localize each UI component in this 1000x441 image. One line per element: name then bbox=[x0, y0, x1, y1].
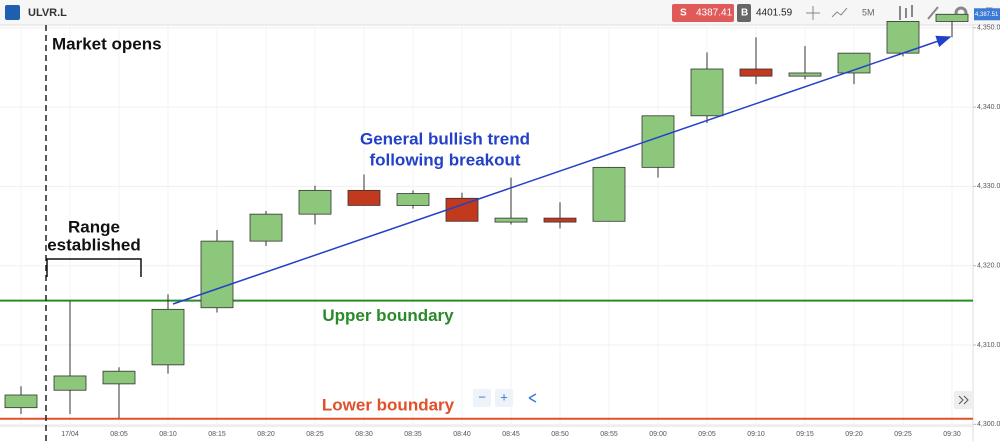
sell-button[interactable] bbox=[672, 4, 734, 22]
share-icon[interactable] bbox=[528, 393, 537, 403]
x-tick-label: 08:50 bbox=[551, 431, 569, 438]
x-tick-label: 09:05 bbox=[698, 431, 716, 438]
candle-body bbox=[935, 13, 969, 22]
range-label: established bbox=[47, 235, 141, 254]
x-tick-label: 08:10 bbox=[159, 431, 177, 438]
plot bbox=[0, 13, 973, 426]
zoom-in-button[interactable] bbox=[495, 389, 513, 407]
candle-body bbox=[739, 68, 773, 77]
market-open-label: Market opens bbox=[52, 34, 162, 53]
x-tick-label: 08:35 bbox=[404, 431, 422, 438]
y-tick-label: 4,330.00 bbox=[977, 183, 1000, 190]
y-tick-label: 4,340.00 bbox=[977, 104, 1000, 111]
sell-label[interactable]: S bbox=[680, 8, 687, 19]
buy-button[interactable] bbox=[737, 4, 751, 22]
y-tick-label: 4,350.00 bbox=[977, 25, 1000, 32]
x-tick-label: 08:55 bbox=[600, 431, 618, 438]
scroll-right-icon[interactable] bbox=[958, 395, 969, 405]
candle-body bbox=[788, 72, 822, 77]
candle-body bbox=[347, 189, 381, 206]
draw-icon[interactable] bbox=[927, 6, 939, 20]
interval[interactable]: 5M bbox=[862, 7, 875, 17]
x-tick-label: 08:40 bbox=[453, 431, 471, 438]
x-tick-label: 09:20 bbox=[845, 431, 863, 438]
candle-body bbox=[53, 375, 87, 391]
zoom-out-button[interactable] bbox=[473, 389, 491, 407]
x-tick-label: 08:05 bbox=[110, 431, 128, 438]
candle-body bbox=[396, 193, 430, 206]
trend-arrow bbox=[172, 35, 952, 305]
trend-label: General bullish trend bbox=[360, 129, 530, 148]
chart-type-icon[interactable] bbox=[899, 5, 913, 20]
range-bracket bbox=[46, 258, 142, 277]
indicator-icon[interactable] bbox=[831, 7, 848, 18]
candle-body bbox=[249, 213, 283, 242]
candle-body bbox=[298, 189, 332, 215]
y-tick-label: 4,310.00 bbox=[977, 342, 1000, 349]
buy-label[interactable]: B bbox=[741, 8, 748, 19]
x-tick-label: 08:30 bbox=[355, 431, 373, 438]
toolbar bbox=[0, 0, 1000, 25]
candle-body bbox=[690, 68, 724, 117]
x-tick-label: 09:25 bbox=[894, 431, 912, 438]
crosshair-icon[interactable] bbox=[806, 6, 820, 20]
candle-body bbox=[592, 166, 626, 222]
logo bbox=[5, 5, 20, 20]
x-tick-label: 09:00 bbox=[649, 431, 667, 438]
zoom-out[interactable]: − bbox=[478, 389, 486, 404]
x-tick-label: 08:20 bbox=[257, 431, 275, 438]
symbol: ULVR.L bbox=[28, 7, 67, 19]
x-tick-label: 17/04 bbox=[61, 431, 79, 438]
candle-body bbox=[543, 217, 577, 223]
boundary-label: Upper boundary bbox=[322, 306, 454, 325]
x-tick-label: 09:15 bbox=[796, 431, 814, 438]
boundary-label: Lower boundary bbox=[322, 395, 455, 414]
y-tick-label: 4,300.00 bbox=[977, 421, 1000, 428]
range-label: Range bbox=[68, 217, 120, 236]
last-price-badge bbox=[974, 8, 1000, 21]
x-tick-label: 08:25 bbox=[306, 431, 324, 438]
candle-body bbox=[200, 240, 234, 309]
x-tick-label: 09:10 bbox=[747, 431, 765, 438]
buy-price[interactable]: 4401.59 bbox=[756, 8, 793, 19]
candle-body bbox=[4, 394, 38, 409]
sell-price[interactable]: 4387.41 bbox=[696, 8, 733, 19]
candle-body bbox=[886, 21, 920, 54]
candle-body bbox=[445, 197, 479, 222]
x-tick-label: 09:30 bbox=[943, 431, 961, 438]
trend-label: following breakout bbox=[369, 150, 520, 169]
zoom-in[interactable]: + bbox=[500, 389, 508, 404]
y-tick-label: 4,320.00 bbox=[977, 263, 1000, 270]
candle-body bbox=[102, 370, 136, 385]
x-tick-label: 08:15 bbox=[208, 431, 226, 438]
candle-body bbox=[494, 217, 528, 223]
x-tick-label: 08:45 bbox=[502, 431, 520, 438]
candle-body bbox=[151, 308, 185, 366]
last-price: 4,387.51 bbox=[975, 12, 999, 18]
